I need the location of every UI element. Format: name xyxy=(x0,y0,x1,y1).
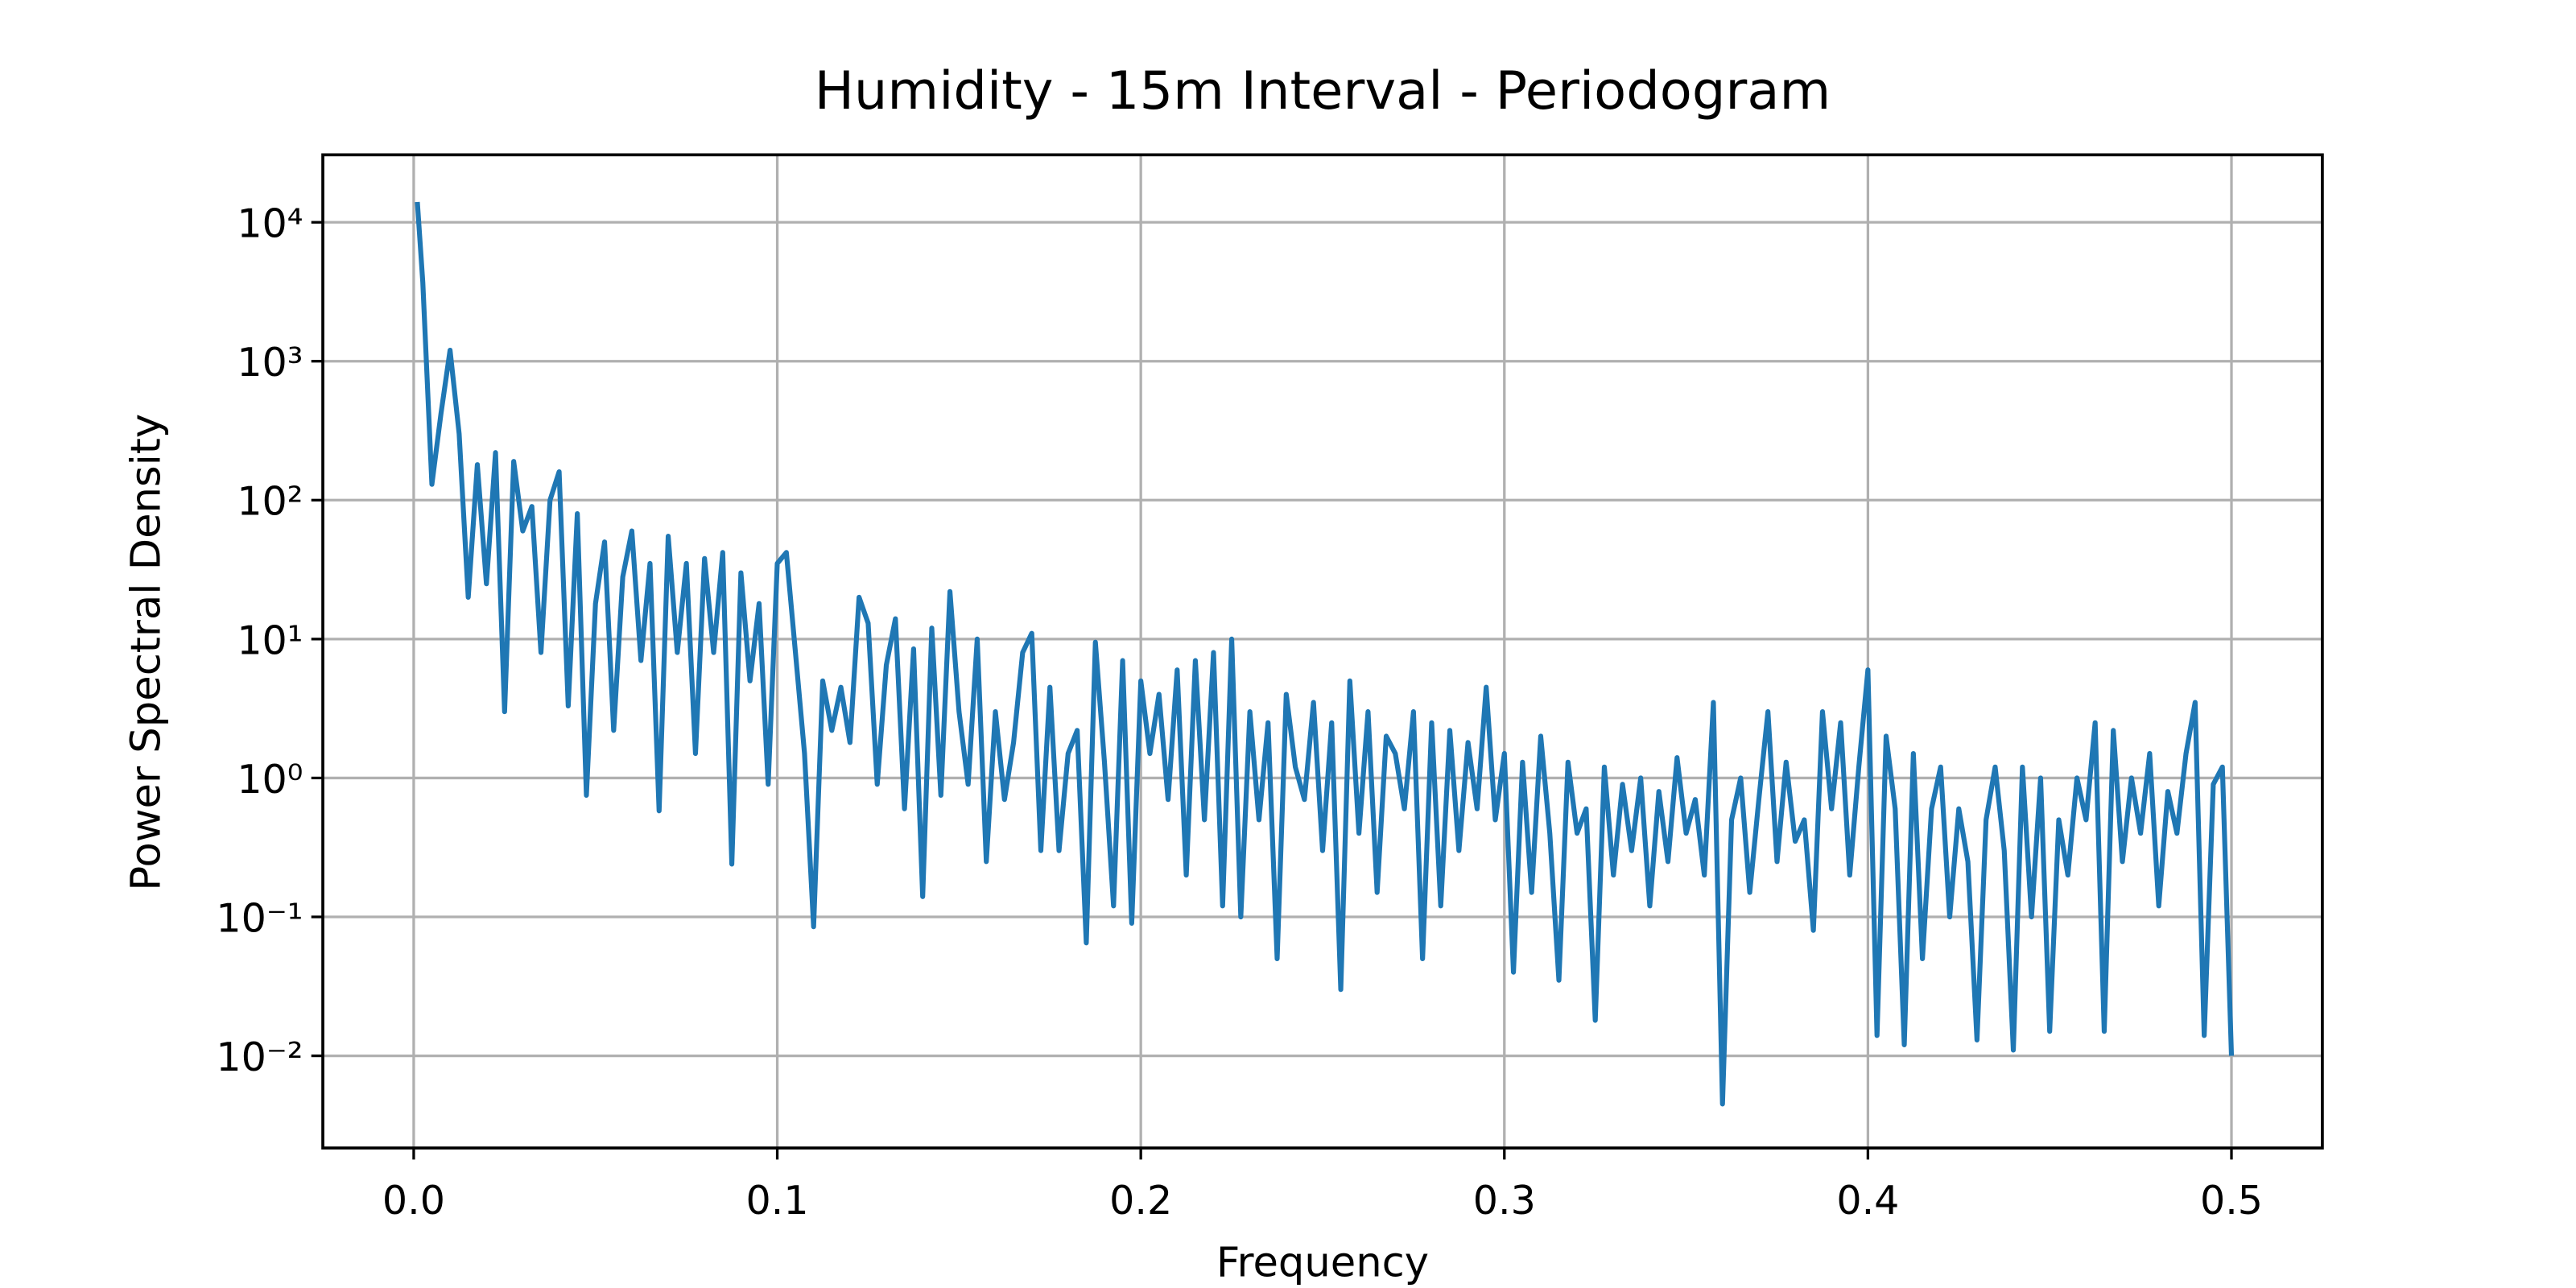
y-tick-label: 10⁻² xyxy=(216,1034,303,1080)
x-tick-label: 0.3 xyxy=(1473,1177,1536,1224)
x-tick-label: 0.4 xyxy=(1836,1177,1899,1224)
y-tick-label: 10⁰ xyxy=(237,756,303,803)
y-tick-label: 10² xyxy=(237,478,303,525)
x-tick-label: 0.1 xyxy=(746,1177,809,1224)
x-axis-label: Frequency xyxy=(1216,1240,1429,1287)
plot-frame xyxy=(321,153,2324,1150)
chart-title: Humidity - 15m Interval - Periodogram xyxy=(815,60,1831,122)
y-tick-label: 10³ xyxy=(237,339,303,386)
y-tick-label: 10⁻¹ xyxy=(216,894,303,941)
x-tick-label: 0.5 xyxy=(2200,1177,2263,1224)
y-axis-label: Power Spectral Density xyxy=(122,414,170,891)
data-line xyxy=(415,201,2235,1107)
y-tick-label: 10⁴ xyxy=(237,200,303,247)
x-tick-label: 0.0 xyxy=(382,1177,445,1224)
x-tick-label: 0.2 xyxy=(1109,1177,1172,1224)
y-tick-label: 10¹ xyxy=(237,617,303,663)
